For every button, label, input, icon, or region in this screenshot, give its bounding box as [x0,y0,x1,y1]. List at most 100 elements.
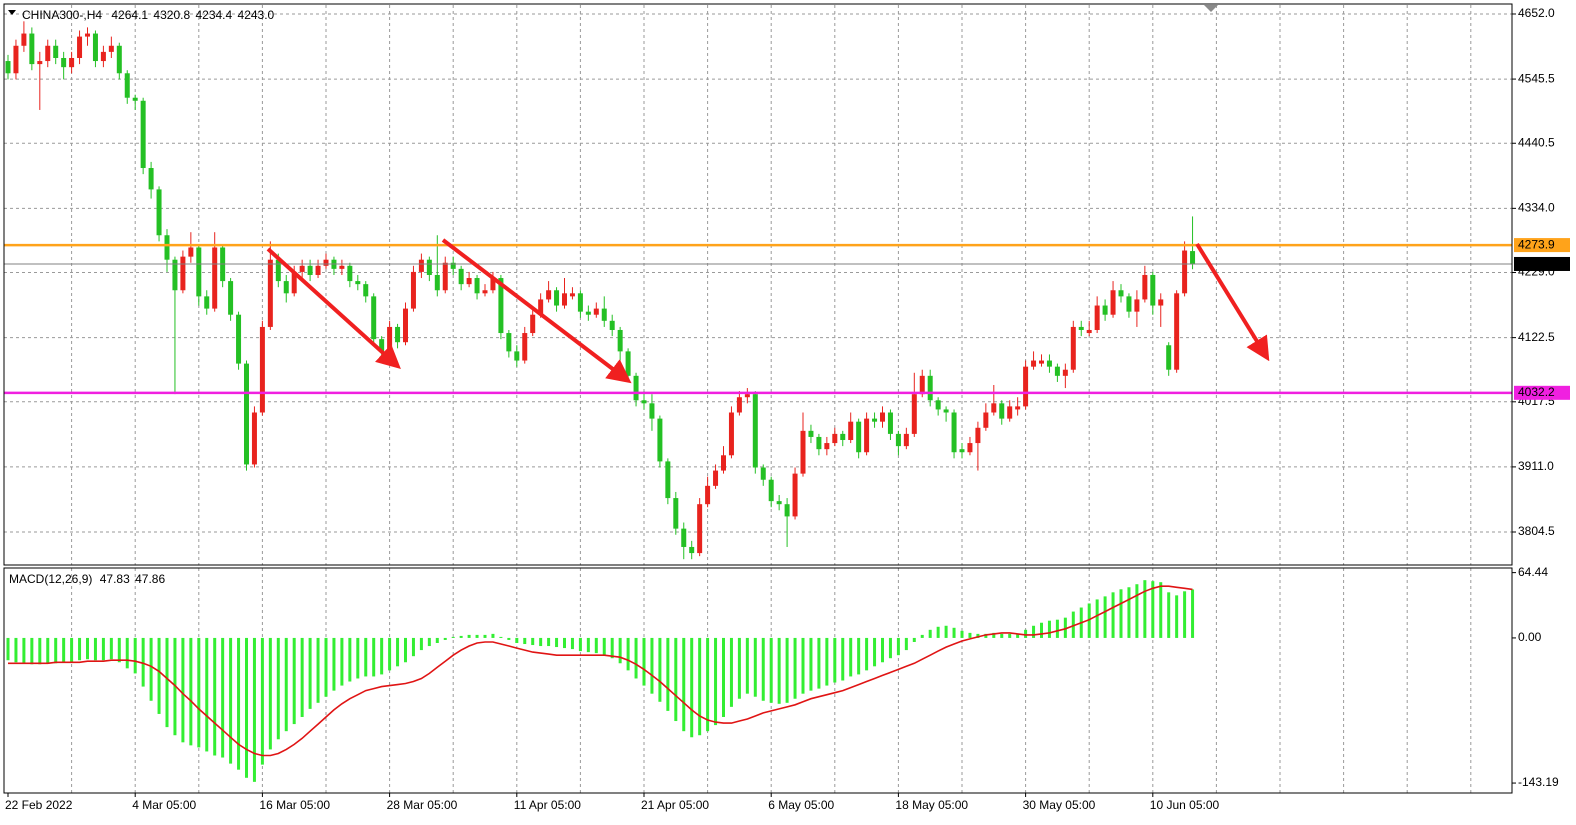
candle-body [140,100,146,169]
candle-body [244,363,249,465]
price-tag [1514,385,1570,400]
macd-bar [54,637,58,664]
macd-panel-border [3,567,1513,794]
candle-body [633,375,639,401]
macd-bar [968,632,972,638]
trend-arrows [266,238,1270,384]
macd-bar [1151,581,1155,638]
macd-bar [38,637,42,665]
macd-bar [865,637,869,671]
candle-body [1094,305,1100,330]
x-tick-label: 18 May 05:00 [895,798,968,812]
macd-bar [690,637,694,738]
candle-body [1166,345,1172,370]
x-tick-label: 28 Mar 05:00 [387,798,458,812]
candle-body [824,443,830,450]
macd-bar [682,637,686,732]
macd-bar [1000,633,1004,638]
macd-bar [1087,603,1091,638]
macd-bar [698,637,702,736]
macd-bar [419,637,423,651]
candle-body [45,45,51,62]
macd-bar [396,637,400,667]
macd-bar [205,637,209,752]
macd-bar [340,637,344,686]
macd-bar [427,637,431,647]
price-tag-label: 4273.9 [1518,237,1555,251]
macd-bar [443,637,447,640]
candle-body [768,479,774,502]
signal-value: 47.86 [135,572,165,586]
candle-body [466,278,472,285]
macd-bar [276,637,280,740]
macd-bar [70,637,74,663]
candle-body [37,61,43,65]
macd-bar [666,637,670,711]
arrow [441,238,632,384]
candle-body [339,265,345,269]
macd-header: MACD(12,26,9) 47.83 47.86 [9,572,165,586]
arrow [1195,242,1270,362]
macd-bar [245,637,248,778]
candle-body [426,259,432,275]
macd-bar [483,634,487,638]
macd-bar [515,637,519,643]
macd-bar [992,632,996,638]
candle-body [395,326,401,343]
macd-bar [1008,633,1012,638]
candle-body [530,314,536,334]
macd-bar [523,637,527,645]
macd-bar [1063,617,1067,638]
candle-body [617,329,623,352]
menu-triangle[interactable] [8,10,16,15]
macd-bar [841,637,845,681]
symbol: CHINA300-,H4 [22,8,102,22]
candle-body [434,274,440,291]
y-tick-label: 4122.5 [1518,330,1555,344]
candle-body [522,333,528,361]
candle-body [1102,305,1108,315]
candle-body [562,293,567,306]
macd-bar [229,637,233,764]
candle-body [514,351,520,361]
candle-body [649,403,655,419]
macd-bar [1111,592,1115,638]
candle-body [1062,369,1068,376]
candle-body [959,449,965,453]
candle-body [172,259,178,291]
macd-bar [1159,582,1163,638]
macd-bar [1143,580,1147,638]
arrow [266,247,401,370]
macd-bar [714,637,718,726]
candle-body [554,290,560,306]
signal-line [8,585,1193,757]
macd-bar [78,637,82,661]
candle-body [410,271,416,309]
candle-body [53,45,59,58]
macd-bar [459,635,463,638]
macd-bar [221,637,225,758]
shift-marker[interactable] [1204,5,1218,12]
macd-bar [1095,599,1099,638]
candle-body [1015,406,1021,410]
macd-bar [1183,591,1187,638]
candle-body [196,247,202,297]
candle-body [609,320,615,330]
candle-body [689,546,695,554]
candle-body [585,311,591,315]
candle-body [808,430,814,437]
candle-body [665,461,671,499]
macd-bar [1040,622,1043,638]
candle-body [315,265,321,275]
macd-bar [141,637,145,687]
candle-body [403,308,408,343]
x-tick-label: 16 Mar 05:00 [259,798,330,812]
macd-bar [475,634,479,638]
macd-bar [451,636,455,638]
candle-body [577,293,583,312]
macd-bar [1071,611,1075,638]
candle-body [204,296,210,309]
x-tick-label: 22 Feb 2022 [5,798,73,812]
macd-bar [769,637,773,703]
